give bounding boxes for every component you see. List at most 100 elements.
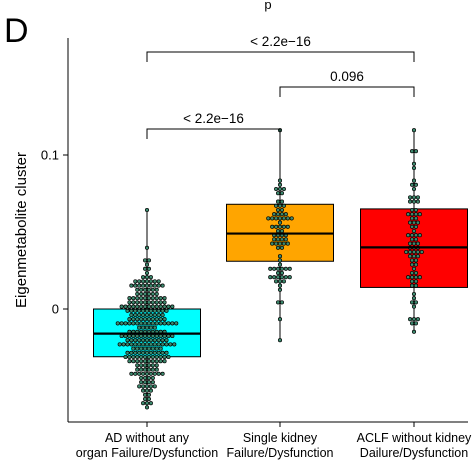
data-point xyxy=(277,224,283,229)
data-point xyxy=(277,186,283,192)
data-point xyxy=(129,342,134,347)
data-point xyxy=(411,266,417,271)
data-point xyxy=(148,384,153,389)
data-point xyxy=(125,338,130,343)
data-point xyxy=(158,300,163,305)
data-point xyxy=(411,195,417,200)
data-point xyxy=(413,207,419,213)
data-point xyxy=(274,241,279,246)
data-point xyxy=(129,350,134,355)
data-point xyxy=(144,245,150,250)
data-point xyxy=(164,308,169,313)
data-point xyxy=(125,342,130,347)
data-point xyxy=(115,321,120,326)
x-tick-label: organ Failure/Dysfunction xyxy=(76,446,218,460)
data-point xyxy=(139,317,144,322)
data-point xyxy=(413,262,419,267)
data-point xyxy=(279,270,285,276)
data-point xyxy=(275,266,281,271)
data-point xyxy=(150,367,155,372)
data-point xyxy=(156,342,161,347)
data-point xyxy=(133,371,138,376)
data-point xyxy=(287,266,292,271)
data-point xyxy=(158,304,163,309)
data-point xyxy=(150,317,155,322)
data-point xyxy=(144,275,150,280)
data-point xyxy=(409,275,415,280)
data-point xyxy=(117,342,122,347)
data-point xyxy=(144,350,150,355)
data-point xyxy=(160,342,165,347)
data-point xyxy=(154,354,159,360)
data-point xyxy=(277,182,283,187)
data-point xyxy=(129,308,134,313)
data-point xyxy=(150,300,155,305)
data-point xyxy=(139,291,144,297)
data-point xyxy=(137,279,142,284)
data-point xyxy=(148,401,153,406)
data-point xyxy=(409,283,415,288)
data-point xyxy=(411,304,417,309)
data-point xyxy=(411,241,417,246)
data-point xyxy=(411,128,417,133)
data-point xyxy=(139,304,144,309)
data-point xyxy=(409,182,415,187)
data-point xyxy=(162,359,167,364)
data-point xyxy=(270,224,275,229)
data-point xyxy=(148,275,153,280)
data-point xyxy=(152,283,157,288)
data-point xyxy=(152,325,157,330)
data-point xyxy=(150,346,155,351)
data-point xyxy=(272,237,277,242)
data-point xyxy=(144,342,150,347)
data-point xyxy=(408,249,413,255)
data-point xyxy=(148,388,153,393)
data-point xyxy=(411,161,417,166)
data-point xyxy=(419,249,424,255)
data-point xyxy=(415,195,420,200)
data-point xyxy=(281,186,286,192)
data-point xyxy=(125,308,130,313)
data-point xyxy=(139,367,144,372)
data-point xyxy=(129,283,134,288)
data-point xyxy=(146,367,152,372)
data-point xyxy=(413,182,419,187)
data-point xyxy=(135,346,140,351)
data-point xyxy=(166,304,171,309)
data-point xyxy=(409,212,415,217)
data-point xyxy=(133,279,138,284)
data-point xyxy=(144,270,150,276)
data-point xyxy=(162,300,167,305)
data-point xyxy=(154,363,159,368)
data-point xyxy=(277,220,283,225)
data-point xyxy=(135,304,140,309)
data-point xyxy=(413,275,419,280)
data-point xyxy=(275,245,281,250)
data-point xyxy=(404,249,409,255)
y-tick-label: 0.1 xyxy=(41,148,59,163)
data-point xyxy=(408,317,413,322)
data-point xyxy=(143,346,148,351)
data-point xyxy=(417,233,422,238)
data-point xyxy=(143,380,148,385)
data-point xyxy=(164,338,169,343)
data-point xyxy=(123,354,128,360)
data-point xyxy=(137,350,142,355)
data-point xyxy=(144,325,150,330)
data-point xyxy=(135,321,140,326)
data-point xyxy=(415,317,420,322)
data-point xyxy=(152,308,157,313)
data-point xyxy=(143,333,148,339)
chart-title-fragment: p xyxy=(264,0,271,12)
data-point xyxy=(139,363,144,368)
data-point xyxy=(409,279,415,284)
data-point xyxy=(123,304,128,309)
data-point xyxy=(411,317,417,322)
data-point xyxy=(409,224,415,229)
data-point xyxy=(409,207,415,213)
data-point xyxy=(162,304,167,309)
data-point xyxy=(137,338,142,343)
data-point xyxy=(277,178,283,183)
x-tick-label: AD without any xyxy=(105,431,190,445)
